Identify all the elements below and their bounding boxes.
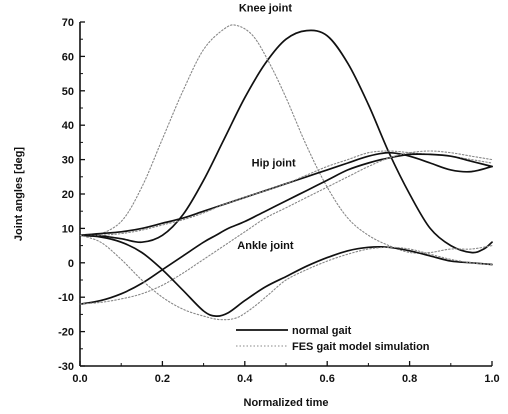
x-tick-label: 0.6 xyxy=(320,373,335,385)
y-tick-label: 70 xyxy=(62,17,74,29)
y-tick-label: 40 xyxy=(62,120,74,132)
tick-labels: -30 -20 -10 0 10 20 30 40 50 60 70 0.0 0.2 0.4 0.6 0.8 1… xyxy=(58,17,500,385)
y-tick-label: -10 xyxy=(58,292,74,304)
y-tick-label: 10 xyxy=(62,223,74,235)
legend-label-dotted: FES gait model simulation xyxy=(292,341,430,353)
y-tick-label: 20 xyxy=(62,189,74,201)
y-tick-label: -20 xyxy=(58,327,74,339)
x-axis-title: Normalized time xyxy=(244,397,329,409)
series-ankle-joint-solid xyxy=(79,153,493,305)
y-tick-label: 30 xyxy=(62,155,74,167)
annotation-ankle-joint: Ankle joint xyxy=(237,240,294,252)
x-tick-label: 0.2 xyxy=(155,373,170,385)
series-knee-joint-solid xyxy=(79,29,493,254)
series-knee-joint-dotted xyxy=(79,24,493,254)
x-tick-label: 0.8 xyxy=(402,373,417,385)
axes xyxy=(79,22,492,367)
series-ankle-joint-dotted xyxy=(79,150,493,305)
y-tick-label: 50 xyxy=(62,86,74,98)
x-tick-label: 1.0 xyxy=(484,373,499,385)
x-tick-label: 0.0 xyxy=(72,373,87,385)
annotation-knee-joint: Knee joint xyxy=(239,3,293,15)
annotation-hip-joint: Hip joint xyxy=(252,157,296,169)
y-tick-label: -30 xyxy=(58,361,74,373)
y-axis-title: Joint angles [deg] xyxy=(13,147,25,241)
series-layer xyxy=(79,24,493,321)
y-tick-label: 0 xyxy=(68,258,74,270)
legend: normal gait FES gait model simulation xyxy=(236,325,430,353)
series-knee-to-ankle-cross-lower-dotted xyxy=(79,234,493,321)
series-knee-to-ankle-cross-lower-solid xyxy=(79,234,493,317)
x-tick-label: 0.4 xyxy=(237,373,253,385)
annotations: Knee joint Hip joint Ankle joint xyxy=(237,3,296,252)
tick-marks xyxy=(79,21,493,367)
y-tick-label: 60 xyxy=(62,51,74,63)
legend-label-solid: normal gait xyxy=(292,325,352,337)
